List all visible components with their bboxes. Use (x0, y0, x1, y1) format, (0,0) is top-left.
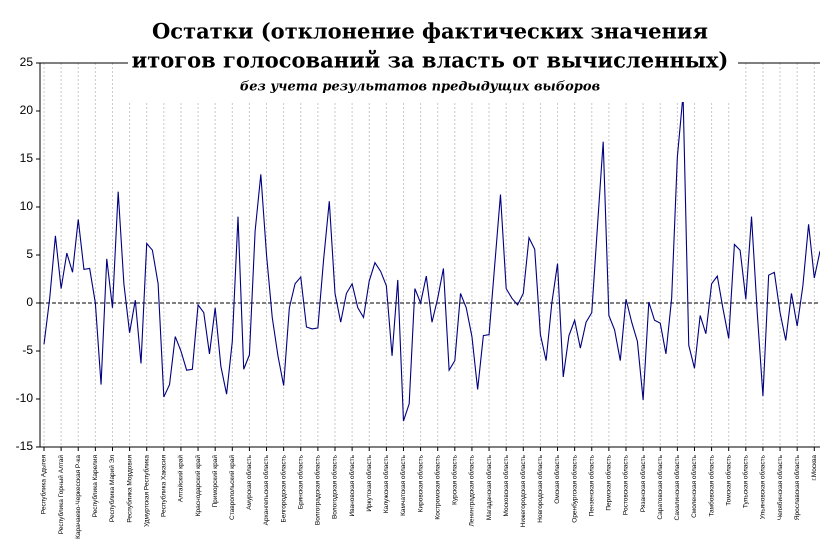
y-tick-label: 20 (20, 103, 34, 117)
x-tick-label: Белгородская область (279, 454, 287, 522)
x-tick-label: Вологодская область (331, 454, 339, 519)
x-tick-label: Удмуртская Республика (142, 455, 150, 527)
x-tick-label: Калужская область (382, 454, 390, 513)
x-tick-label: г.Москва (811, 455, 818, 481)
x-tick-label: Московская область (502, 454, 510, 516)
x-tick-label: Тульская область (742, 454, 750, 508)
plot (43, 94, 820, 422)
x-tick-label: Магаданская область (485, 454, 493, 520)
x-tick-label: Иркутская область (365, 454, 373, 511)
chart-subtitle: без учета результатов предыдущих выборов (240, 80, 600, 95)
y-tick-label: 0 (26, 295, 33, 309)
x-tick-label: Ульяновская область (759, 454, 767, 519)
x-tick-label: Сахалинская область (673, 454, 681, 520)
x-tick-label: Приморский край (211, 455, 219, 508)
y-tick-label: 5 (26, 247, 33, 261)
x-tick-label: Республика Горный Алтай (57, 455, 65, 535)
x-tick-label: Нижегородская область (519, 454, 527, 527)
y-tick-label: -10 (16, 391, 34, 405)
x-tick-label: Амурская область (245, 454, 253, 510)
x-tick-label: Костромская область (433, 454, 441, 519)
x-tick-label: Омская область (553, 454, 561, 503)
x-tick-label: Ставропольский край (228, 455, 236, 520)
x-tick-label: Курская область (451, 454, 459, 504)
x-tick-label: Карачаево-Черкесская Р-ка (75, 455, 82, 539)
x-tick-label: Республика Марий Эл (108, 455, 116, 522)
chart-title: итогов голосований за власть от вычислен… (132, 48, 729, 73)
x-tick-label: Рязанская область (639, 454, 647, 512)
x-tick-label: Республика Адыгея (40, 455, 48, 515)
x-tick-label: Пермская область (605, 454, 613, 510)
x-tick-label: Ярославская область (793, 454, 801, 520)
x-tick-label: Ленинградская область (468, 454, 476, 526)
x-tick-label: Республика Мордовия (125, 455, 133, 523)
title-box (128, 14, 738, 102)
x-tick-label: Республика Хакасия (160, 455, 168, 517)
x-tick-label: Тамбовская область (707, 454, 715, 516)
y-tick-label: -5 (22, 343, 33, 357)
x-tick-label: Краснодарский край (194, 455, 202, 517)
x-tick-label: Смоленская область (690, 454, 698, 517)
x-tick-label: Ивановская область (348, 454, 356, 516)
x-tick-label: Новгородская область (536, 454, 544, 522)
x-tick-label: Челябинская область (776, 454, 784, 520)
y-tick-label: 25 (20, 55, 34, 69)
x-tick-label: Волгоградская область (314, 454, 322, 525)
x-tick-label: Алтайский край (177, 455, 185, 503)
x-tick-label: Томская область (724, 454, 732, 505)
x-tick-label: Оренбургская область (570, 454, 578, 522)
grid: Республика Адыгея Республика Горный Алтай… (16, 55, 820, 539)
x-tick-label: Ростовская область (622, 454, 630, 515)
series-line (43, 94, 820, 422)
y-tick-label: 15 (20, 151, 34, 165)
titles: Остатки (отклонение фактических значения… (128, 14, 738, 102)
x-tick-label: Пензенская область (587, 454, 595, 516)
x-tick-label: Республика Карелия (91, 455, 99, 518)
x-tick-label: Камчатская область (399, 454, 407, 515)
x-tick-label: Брянская область (296, 454, 304, 509)
x-tick-label: Кировская область (416, 454, 424, 512)
chart-title: Остатки (отклонение фактических значения (152, 19, 708, 44)
y-tick-label: -15 (16, 439, 34, 453)
y-tick-label: 10 (20, 199, 34, 213)
x-tick-label: Архангельская область (262, 454, 270, 525)
x-tick-label: Саратовская область (656, 454, 664, 519)
